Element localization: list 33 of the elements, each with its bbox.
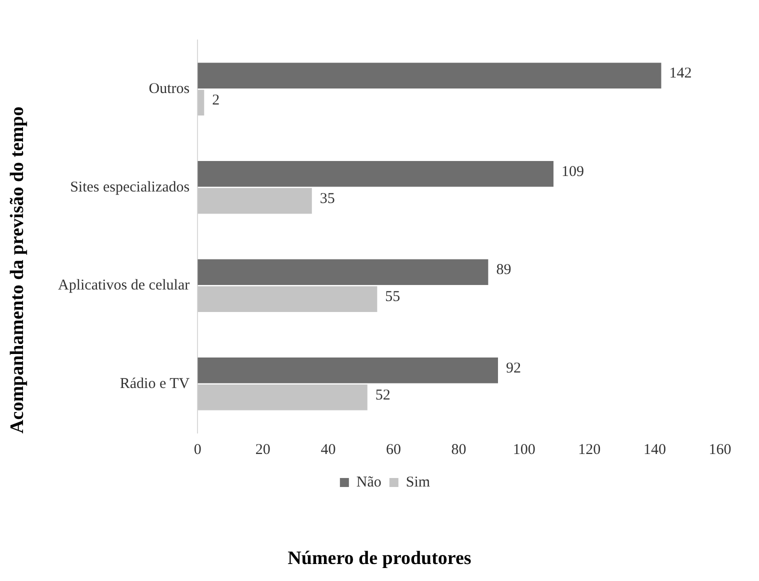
- x-tick-label: 0: [194, 442, 202, 458]
- bar: [198, 161, 554, 187]
- y-tick-label: Aplicativos de celular: [58, 278, 190, 294]
- bar: [198, 384, 368, 410]
- y-tick-label: Rádio e TV: [120, 376, 190, 392]
- bar: [198, 188, 312, 214]
- y-tick-label: Sites especializados: [70, 179, 190, 196]
- data-label: 109: [561, 164, 584, 180]
- x-tick-label: 120: [578, 442, 601, 458]
- x-tick-label: 100: [512, 442, 536, 458]
- data-label: 35: [320, 190, 335, 207]
- bar: [198, 62, 662, 88]
- x-tick-label: 160: [708, 442, 732, 458]
- data-label: 52: [375, 387, 390, 404]
- bar: [198, 90, 204, 116]
- data-label: 2: [212, 92, 220, 109]
- x-tick-label: 140: [643, 442, 666, 458]
- y-tick-label: Outros: [148, 81, 190, 98]
- x-tick-label: 60: [386, 442, 402, 458]
- bar: [198, 259, 488, 285]
- data-label: 89: [496, 262, 512, 278]
- legend-label: Sim: [406, 474, 430, 490]
- legend-label: Não: [356, 474, 382, 490]
- y-axis-title: Acompanhamento da previsão do tempo: [7, 106, 29, 434]
- x-tick-label: 40: [320, 442, 336, 458]
- data-label: 55: [385, 289, 400, 306]
- x-tick-label: 80: [451, 442, 466, 458]
- data-label: 142: [669, 66, 692, 82]
- bar: [198, 358, 498, 384]
- bar: [198, 286, 378, 312]
- x-tick-label: 20: [255, 442, 270, 458]
- x-axis-title: Número de produtores: [286, 548, 472, 570]
- data-label: 92: [506, 360, 521, 376]
